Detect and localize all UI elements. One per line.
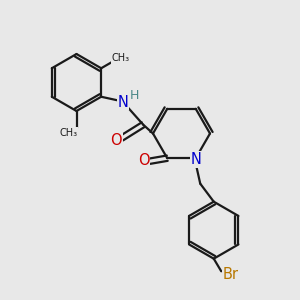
Text: Br: Br (222, 267, 238, 282)
Text: O: O (110, 133, 122, 148)
Text: N: N (117, 95, 128, 110)
Text: O: O (138, 153, 150, 168)
Text: N: N (191, 152, 202, 167)
Text: CH₃: CH₃ (59, 128, 77, 138)
Text: H: H (130, 89, 139, 102)
Text: CH₃: CH₃ (112, 53, 130, 64)
